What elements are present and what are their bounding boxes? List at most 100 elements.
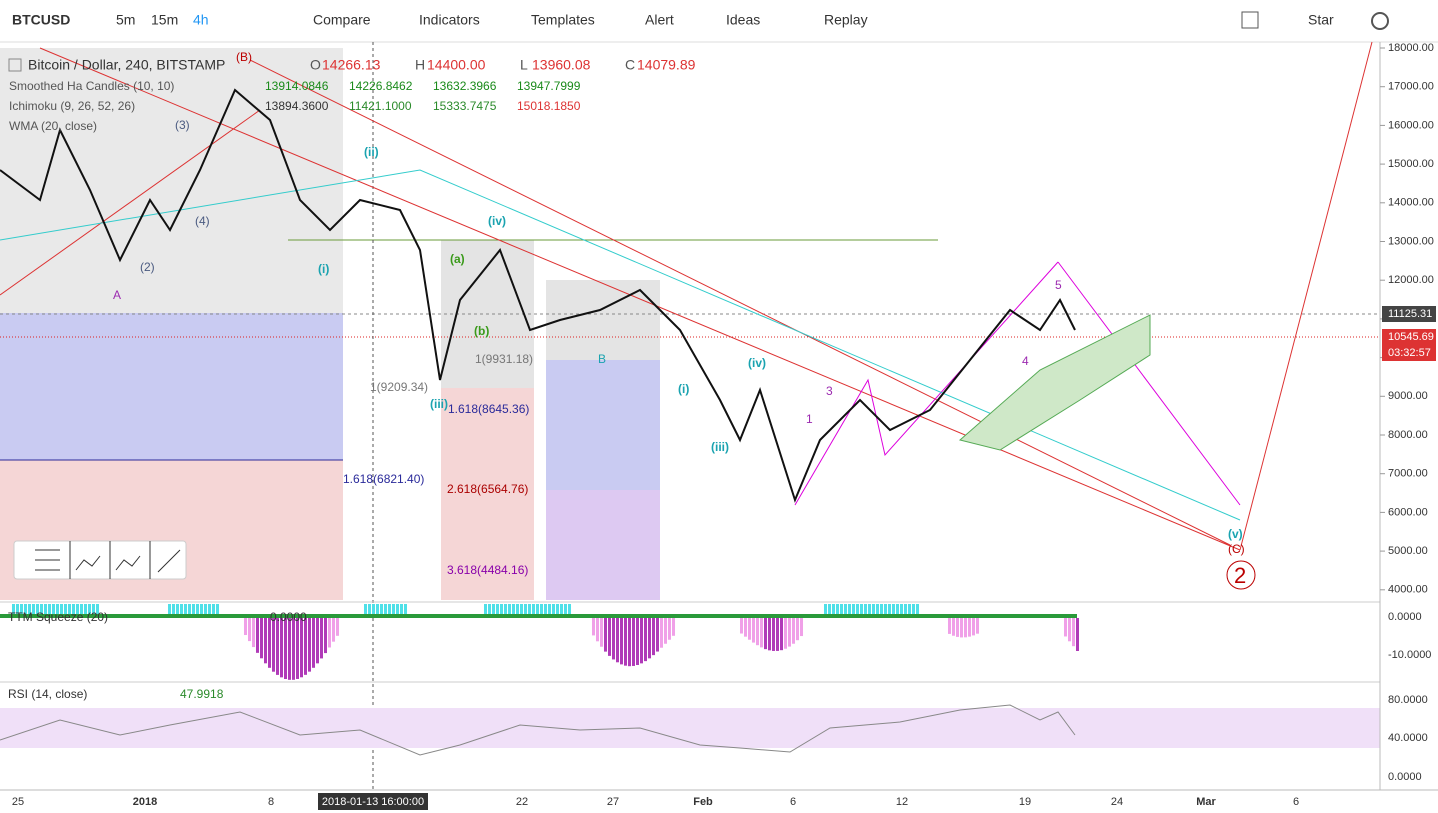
squeeze-bar [68,604,71,616]
wave-lines [0,169,1241,521]
squeeze-bar [864,604,867,616]
squeeze-bar [564,604,567,616]
cloud [958,314,1151,451]
squeeze-bar [616,618,619,663]
squeeze-bar [608,618,611,656]
rsi-axis-label: 80.0000 [1388,694,1428,706]
projection [1239,41,1373,551]
squeeze-bar [628,618,631,667]
wave-label: (b) [474,324,489,338]
indicator-value: 13947.7999 [517,79,581,93]
zone [546,360,660,490]
collapse-toggle[interactable] [8,58,22,72]
drawing-tools[interactable] [35,541,181,579]
indicator-value: 13632.3966 [433,79,497,93]
squeeze-bar [32,604,35,616]
squeeze-bar [212,604,215,616]
squeeze-bar [1072,618,1075,647]
rsi-name: RSI (14, close) [8,687,87,701]
indicator-value: 15333.7475 [433,99,497,113]
squeeze-bar [192,604,195,616]
squeeze-bar [652,618,655,656]
ideas-button[interactable]: Ideas [726,12,760,28]
squeeze-bar [16,604,19,616]
squeeze-bar [968,618,971,637]
time-label: 24 [1111,796,1123,808]
squeeze-bar [852,604,855,616]
squeeze-bar [912,604,915,616]
squeeze-bar [56,604,59,616]
squeeze-bar [780,618,783,651]
wave-label: 1 [806,412,813,426]
replay-button[interactable]: Replay [824,12,868,28]
interval[interactable]: 4h [193,12,209,28]
squeeze-bar [604,618,607,652]
fib-label: 2.618(6564.76) [447,482,528,496]
star-button[interactable]: Star [1308,12,1334,28]
squeeze-bar [888,604,891,616]
squeeze-bar [624,618,627,666]
wave-label: 4 [1022,354,1029,368]
squeeze-bar [536,604,539,616]
squeeze-bar [80,604,83,616]
squeeze-bar [276,618,279,675]
interval[interactable]: 5m [116,12,135,28]
fib-label: 1.618(8645.36) [448,402,529,416]
squeeze-bar [764,618,767,650]
squeeze-bar [172,604,175,616]
squeeze-bar [88,604,91,616]
compare-button[interactable]: Compare [313,12,371,28]
indicator-value: 11421.1000 [349,99,412,113]
ohlc-label: O [310,57,321,73]
settings-icon[interactable] [1371,12,1389,30]
squeeze-bar [552,604,555,616]
squeeze-bar [884,604,887,616]
ohlc-label: C [625,57,635,73]
alert-button[interactable]: Alert [645,12,674,28]
squeeze-bar [332,618,335,642]
rsi-axis-label: 0.0000 [1388,771,1422,783]
zone [546,280,660,360]
squeeze-bar [568,604,571,616]
wave-label: (2) [140,260,155,274]
ohlc-value: 14266.13 [322,57,381,73]
wave-label: (C) [1228,542,1245,556]
squeeze-bar [260,618,263,659]
wave-label: 3 [826,384,833,398]
interval[interactable]: 15m [151,12,178,28]
toolbar-bg [0,0,1438,42]
indicators-button[interactable]: Indicators [419,12,480,28]
squeeze-bar [948,618,951,634]
squeeze-bar [560,604,563,616]
wave-label: (3) [175,118,190,132]
squeeze-bar [556,604,559,616]
squeeze-bar [612,618,615,660]
squeeze-bar [368,604,371,616]
squeeze-bar [72,604,75,616]
squeeze-bar [64,604,67,616]
squeeze-bar [12,604,15,616]
symbol[interactable]: BTCUSD [12,12,70,28]
layout-icon[interactable] [1241,11,1259,29]
squeeze-bar [508,604,511,616]
squeeze-bar [384,604,387,616]
indicator-name: Ichimoku (9, 26, 52, 26) [9,99,135,113]
squeeze-bar [292,618,295,680]
wave-label: (v) [1228,527,1243,541]
squeeze-bar [840,604,843,616]
price-label: 14000.00 [1388,197,1434,209]
squeeze-bar [952,618,955,636]
squeeze-bar [528,604,531,616]
indicator-value: 13914.0846 [265,79,329,93]
squeeze-bar [792,618,795,644]
templates-button[interactable]: Templates [531,12,595,28]
squeeze-bar [592,618,595,636]
squeeze-bar [40,604,43,616]
price-label: 7000.00 [1388,468,1428,480]
squeeze-bar [668,618,671,640]
rsi-band [0,708,1380,748]
wave-label: (i) [678,382,689,396]
zone [0,48,343,313]
squeeze-bar [788,618,791,647]
